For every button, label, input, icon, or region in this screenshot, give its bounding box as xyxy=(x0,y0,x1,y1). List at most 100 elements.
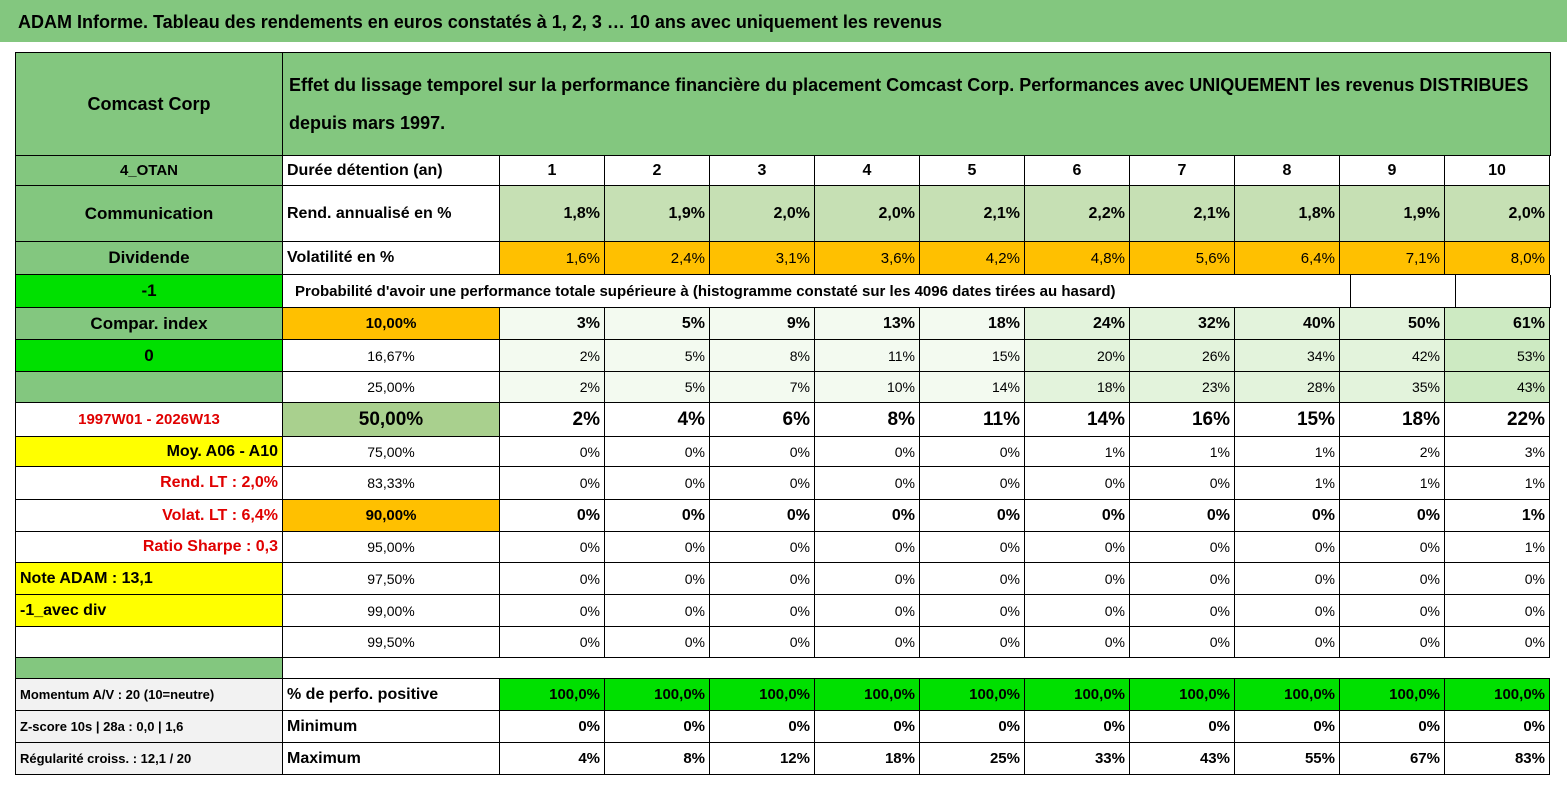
row-label: 0 xyxy=(15,340,283,372)
value-cell: 0% xyxy=(920,595,1025,627)
value-cell: 4% xyxy=(500,743,605,775)
value-cell: 0% xyxy=(605,595,710,627)
value-cell: 0% xyxy=(500,595,605,627)
value-cell: 1% xyxy=(1235,467,1340,500)
value-cell: 0% xyxy=(1235,711,1340,743)
value-cell: 0% xyxy=(920,711,1025,743)
report-title: ADAM Informe. Tableau des rendements en … xyxy=(0,0,1567,42)
value-cell: 0% xyxy=(500,500,605,532)
value-cell: 2,1% xyxy=(920,186,1025,242)
value-cell: 8% xyxy=(815,403,920,437)
value-cell: 0% xyxy=(1340,563,1445,595)
spacer xyxy=(15,658,283,678)
value-cell: 100,0% xyxy=(500,678,605,711)
value-cell: 4 xyxy=(815,156,920,186)
value-cell: 26% xyxy=(1130,340,1235,372)
value-cell: 1% xyxy=(1445,532,1550,563)
value-cell: 0% xyxy=(920,563,1025,595)
value-cell: 0% xyxy=(710,627,815,658)
value-cell: 1,9% xyxy=(1340,186,1445,242)
value-cell: 0% xyxy=(1235,532,1340,563)
value-cell: 53% xyxy=(1445,340,1550,372)
indicator-label: Momentum A/V : 20 (10=neutre) xyxy=(15,678,283,711)
value-cell: 7,1% xyxy=(1340,242,1445,275)
value-cell: 11% xyxy=(920,403,1025,437)
value-cell: 0% xyxy=(1235,595,1340,627)
value-cell: 0% xyxy=(1340,595,1445,627)
row-heading: % de perfo. positive xyxy=(283,678,500,711)
value-cell: 1% xyxy=(1445,500,1550,532)
row-label: 1997W01 - 2026W13 xyxy=(15,403,283,437)
value-cell: 1% xyxy=(1130,437,1235,467)
value-cell: 100,0% xyxy=(1025,678,1130,711)
value-cell: 6% xyxy=(710,403,815,437)
value-cell: 1,8% xyxy=(1235,186,1340,242)
value-cell: 14% xyxy=(1025,403,1130,437)
value-cell: 0% xyxy=(815,627,920,658)
value-cell: 2% xyxy=(500,403,605,437)
value-cell: 5,6% xyxy=(1130,242,1235,275)
value-cell: 0% xyxy=(920,532,1025,563)
indicator-label: Régularité croiss. : 12,1 / 20 xyxy=(15,743,283,775)
value-cell: 0% xyxy=(1130,627,1235,658)
value-cell: 0% xyxy=(1025,563,1130,595)
value-cell: 0% xyxy=(1130,711,1235,743)
value-cell: 2,4% xyxy=(605,242,710,275)
value-cell: 9% xyxy=(710,308,815,340)
value-cell: 0% xyxy=(1025,500,1130,532)
value-cell: 0% xyxy=(815,500,920,532)
value-cell: 3,1% xyxy=(710,242,815,275)
row-heading: 99,00% xyxy=(283,595,500,627)
value-cell: 2,0% xyxy=(1445,186,1550,242)
value-cell: 6 xyxy=(1025,156,1130,186)
value-cell: 0% xyxy=(1130,563,1235,595)
value-cell: 5% xyxy=(605,340,710,372)
value-cell: 0% xyxy=(1340,500,1445,532)
value-cell: 67% xyxy=(1340,743,1445,775)
value-cell: 0% xyxy=(920,467,1025,500)
value-cell: 0% xyxy=(920,627,1025,658)
empty-cell xyxy=(1351,275,1456,308)
performance-table: Comcast Corp Effet du lissage temporel su… xyxy=(15,52,1551,776)
value-cell: 0% xyxy=(920,437,1025,467)
value-cell: 8,0% xyxy=(1445,242,1550,275)
row-heading: Maximum xyxy=(283,743,500,775)
value-cell: 10% xyxy=(815,372,920,403)
value-cell: 6,4% xyxy=(1235,242,1340,275)
row-heading: 99,50% xyxy=(283,627,500,658)
row-label: -1_avec div xyxy=(15,595,283,627)
value-cell: 3 xyxy=(710,156,815,186)
value-cell: 4% xyxy=(605,403,710,437)
row-heading: 50,00% xyxy=(283,403,500,437)
value-cell: 0% xyxy=(500,532,605,563)
row-label: Volat. LT : 6,4% xyxy=(15,500,283,532)
value-cell: 1,6% xyxy=(500,242,605,275)
value-cell: 0% xyxy=(920,500,1025,532)
value-cell: 0% xyxy=(815,437,920,467)
value-cell: 0% xyxy=(1235,627,1340,658)
row-heading: Volatilité en % xyxy=(283,242,500,275)
row-heading: Minimum xyxy=(283,711,500,743)
row-heading: 90,00% xyxy=(283,500,500,532)
row-label: Dividende xyxy=(15,242,283,275)
value-cell: 0% xyxy=(1445,563,1550,595)
value-cell: 25% xyxy=(920,743,1025,775)
value-cell: 0% xyxy=(605,627,710,658)
value-cell: 0% xyxy=(1025,532,1130,563)
value-cell: 3,6% xyxy=(815,242,920,275)
value-cell: 2% xyxy=(500,372,605,403)
value-cell: 100,0% xyxy=(920,678,1025,711)
value-cell: 2,0% xyxy=(710,186,815,242)
value-cell: 2,2% xyxy=(1025,186,1130,242)
empty-cell xyxy=(1456,275,1551,308)
value-cell: 28% xyxy=(1235,372,1340,403)
value-cell: 2 xyxy=(605,156,710,186)
value-cell: 55% xyxy=(1235,743,1340,775)
value-cell: 7% xyxy=(710,372,815,403)
value-cell: 0% xyxy=(605,500,710,532)
row-heading: 75,00% xyxy=(283,437,500,467)
value-cell: 1,9% xyxy=(605,186,710,242)
value-cell: 0% xyxy=(1235,563,1340,595)
section-heading: Probabilité d'avoir une performance tota… xyxy=(283,275,1351,308)
value-cell: 22% xyxy=(1445,403,1550,437)
